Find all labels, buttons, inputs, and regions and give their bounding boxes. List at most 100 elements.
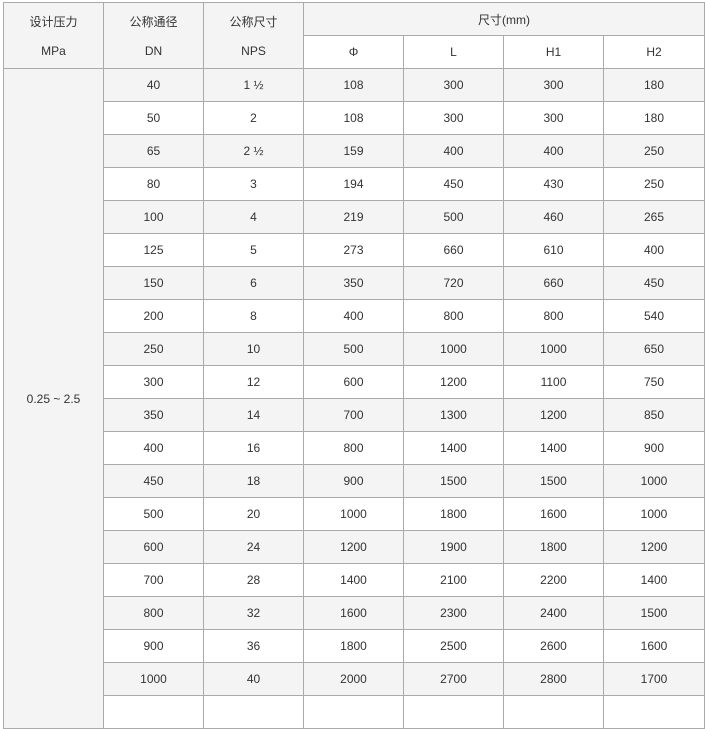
cell-h2: 900 [603, 431, 705, 465]
cell-nps: 14 [203, 398, 304, 432]
table-row: 300 12 600 1200 1100 750 [4, 365, 705, 399]
cell-dn: 125 [103, 233, 204, 267]
empty-cell [303, 695, 404, 729]
cell-h1: 300 [503, 101, 604, 135]
header-dn: 公称通径 DN [103, 2, 204, 69]
cell-h1: 2400 [503, 596, 604, 630]
cell-dn: 150 [103, 266, 204, 300]
cell-dn: 40 [103, 68, 204, 102]
cell-nps: 40 [203, 662, 304, 696]
cell-l: 800 [403, 299, 504, 333]
cell-h2: 250 [603, 134, 705, 168]
cell-dn: 350 [103, 398, 204, 432]
cell-h2: 750 [603, 365, 705, 399]
table-row: 700 28 1400 2100 2200 1400 [4, 563, 705, 597]
empty-cell [503, 695, 604, 729]
table-row: 450 18 900 1500 1500 1000 [4, 464, 705, 498]
cell-nps: 8 [203, 299, 304, 333]
table-row: 100 4 219 500 460 265 [4, 200, 705, 234]
table-row: 1000 40 2000 2700 2800 1700 [4, 662, 705, 696]
cell-l: 2500 [403, 629, 504, 663]
table-row: 600 24 1200 1900 1800 1200 [4, 530, 705, 564]
table-row: 200 8 400 800 800 540 [4, 299, 705, 333]
cell-l: 1000 [403, 332, 504, 366]
cell-phi: 800 [303, 431, 404, 465]
table-row: 900 36 1800 2500 2600 1600 [4, 629, 705, 663]
table-row: 500 20 1000 1800 1600 1000 [4, 497, 705, 531]
cell-h1: 610 [503, 233, 604, 267]
cell-h1: 460 [503, 200, 604, 234]
cell-h1: 1200 [503, 398, 604, 432]
cell-h2: 1600 [603, 629, 705, 663]
cell-l: 2300 [403, 596, 504, 630]
cell-h2: 180 [603, 68, 705, 102]
cell-h1: 2800 [503, 662, 604, 696]
cell-dn: 250 [103, 332, 204, 366]
header-h2: H2 [603, 35, 705, 69]
cell-phi: 500 [303, 332, 404, 366]
table-row: 125 5 273 660 610 400 [4, 233, 705, 267]
cell-h2: 1400 [603, 563, 705, 597]
cell-nps: 32 [203, 596, 304, 630]
cell-phi: 700 [303, 398, 404, 432]
header-h1: H1 [503, 35, 604, 69]
cell-l: 300 [403, 68, 504, 102]
cell-dn: 300 [103, 365, 204, 399]
cell-nps: 20 [203, 497, 304, 531]
cell-h1: 2600 [503, 629, 604, 663]
table-row: 0.25 ~ 2.5 40 1 ½ 108 300 300 180 [3, 68, 705, 729]
cell-phi: 2000 [303, 662, 404, 696]
cell-h2: 400 [603, 233, 705, 267]
cell-h1: 1800 [503, 530, 604, 564]
cell-dn: 600 [103, 530, 204, 564]
cell-l: 720 [403, 266, 504, 300]
cell-h2: 180 [603, 101, 705, 135]
table-row: 150 6 350 720 660 450 [4, 266, 705, 300]
cell-l: 2100 [403, 563, 504, 597]
cell-nps: 16 [203, 431, 304, 465]
cell-phi: 1600 [303, 596, 404, 630]
cell-h2: 1200 [603, 530, 705, 564]
table-row: 350 14 700 1300 1200 850 [4, 398, 705, 432]
cell-dn: 450 [103, 464, 204, 498]
cell-l: 1200 [403, 365, 504, 399]
cell-nps: 18 [203, 464, 304, 498]
cell-phi: 219 [303, 200, 404, 234]
cell-h1: 800 [503, 299, 604, 333]
cell-h1: 400 [503, 134, 604, 168]
cell-h2: 250 [603, 167, 705, 201]
cell-l: 660 [403, 233, 504, 267]
cell-h2: 850 [603, 398, 705, 432]
cell-h1: 1100 [503, 365, 604, 399]
cell-l: 2700 [403, 662, 504, 696]
table-row: 80 3 194 450 430 250 [4, 167, 705, 201]
cell-dn: 800 [103, 596, 204, 630]
cell-h1: 1000 [503, 332, 604, 366]
cell-phi: 1000 [303, 497, 404, 531]
cell-l: 1900 [403, 530, 504, 564]
valve-dimension-table: 设计压力 MPa 公称通径 DN 公称尺寸 NPS 尺寸(mm) Φ L H1 H2 … [3, 2, 705, 729]
cell-nps: 2 [203, 101, 304, 135]
cell-nps: 10 [203, 332, 304, 366]
pressure-cell: 0.25 ~ 2.5 [3, 68, 104, 729]
table-row: 800 32 1600 2300 2400 1500 [4, 596, 705, 630]
cell-l: 1800 [403, 497, 504, 531]
cell-nps: 28 [203, 563, 304, 597]
cell-nps: 2 ½ [203, 134, 304, 168]
cell-phi: 1800 [303, 629, 404, 663]
cell-h2: 1700 [603, 662, 705, 696]
cell-l: 450 [403, 167, 504, 201]
cell-h2: 450 [603, 266, 705, 300]
cell-phi: 400 [303, 299, 404, 333]
cell-l: 1500 [403, 464, 504, 498]
cell-h2: 1500 [603, 596, 705, 630]
cell-phi: 273 [303, 233, 404, 267]
header-nps: 公称尺寸 NPS [203, 2, 304, 69]
cell-h2: 650 [603, 332, 705, 366]
table-row: 250 10 500 1000 1000 650 [4, 332, 705, 366]
table-row: 65 2 ½ 159 400 400 250 [4, 134, 705, 168]
cell-h1: 1600 [503, 497, 604, 531]
cell-dn: 200 [103, 299, 204, 333]
cell-l: 300 [403, 101, 504, 135]
cell-dn: 80 [103, 167, 204, 201]
